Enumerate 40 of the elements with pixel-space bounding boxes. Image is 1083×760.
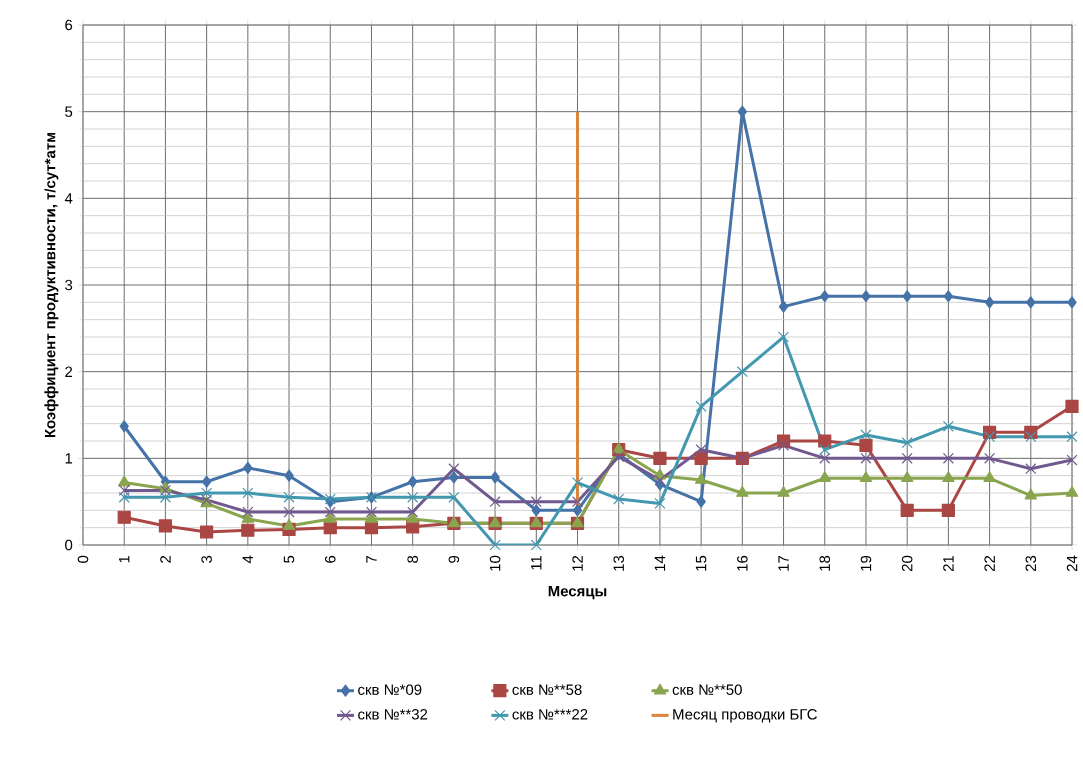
x-tick-label: 1 <box>119 555 130 563</box>
x-tick-label: 5 <box>283 555 295 563</box>
x-tick-label: 4 <box>242 555 253 564</box>
x-tick-label: 9 <box>448 555 460 563</box>
x-tick-label: 3 <box>201 555 212 563</box>
y-tick-label: 3 <box>65 279 73 291</box>
x-tick-label: 11 <box>531 555 542 570</box>
y-tick-label: 2 <box>65 366 73 377</box>
x-tick-label: 16 <box>737 555 748 571</box>
x-tick-label: 2 <box>160 555 171 563</box>
x-tick-label: 21 <box>943 555 954 572</box>
legend-label: скв №***22 <box>512 709 588 720</box>
x-tick-label: 19 <box>860 555 872 571</box>
x-tick-label: 24 <box>1066 555 1078 572</box>
legend-label: скв №**58 <box>512 684 582 695</box>
legend-label: скв №*09 <box>358 684 422 695</box>
x-tick-label: 6 <box>324 555 336 563</box>
x-tick-label: 15 <box>695 555 707 571</box>
y-tick-label: 6 <box>65 19 73 31</box>
x-tick-label: 17 <box>778 555 789 571</box>
x-tick-label: 8 <box>407 555 418 563</box>
y-tick-label: 4 <box>64 193 73 204</box>
x-tick-label: 10 <box>489 555 501 571</box>
x-tick-label: 18 <box>819 555 831 571</box>
legend-label: скв №**32 <box>358 709 428 720</box>
x-tick-label: 20 <box>901 555 913 572</box>
x-tick-label: 14 <box>654 555 666 571</box>
legend-label: Месяц проводки БГС <box>673 709 817 723</box>
x-tick-label: 23 <box>1025 555 1037 572</box>
y-axis-title: Коэффициент продуктивности, т/сут*атм <box>44 132 59 438</box>
x-tick-label: 0 <box>77 555 89 563</box>
legend-label: скв №**50 <box>672 684 742 695</box>
y-tick-label: 5 <box>65 106 73 117</box>
y-tick-label: 1 <box>65 453 73 464</box>
x-tick-label: 7 <box>366 555 377 563</box>
x-tick-label: 13 <box>613 555 624 571</box>
x-axis-title: Месяцы <box>548 585 607 600</box>
x-tick-label: 22 <box>984 555 995 572</box>
y-tick-label: 0 <box>65 539 73 551</box>
x-tick-label: 12 <box>572 555 583 571</box>
